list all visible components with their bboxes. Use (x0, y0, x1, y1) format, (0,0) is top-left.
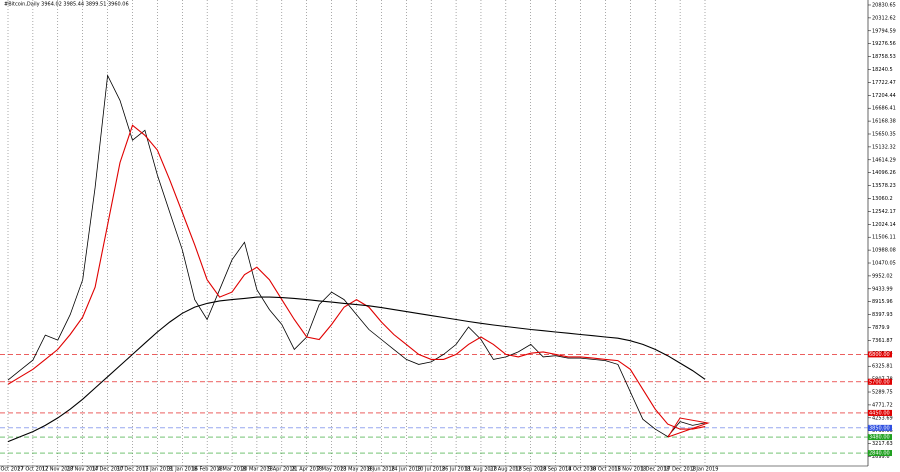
y-tick-label: 8397.93 (872, 312, 893, 318)
level-tag (868, 434, 892, 441)
series-line (7, 296, 706, 443)
x-tick-label: 14 Dec 2017 (92, 467, 124, 472)
x-tick-label: 12 Sep 2018 (515, 467, 547, 472)
level-label: 6800.00 (869, 352, 890, 358)
x-tick-label: 20 Mar 2018 (241, 467, 273, 472)
y-tick-label: 10470.05 (872, 261, 896, 267)
series-line (7, 74, 706, 438)
x-tick-label: 12 Nov 2017 (42, 467, 74, 472)
level-label: 3480.00 (869, 435, 890, 441)
level-label: 2840.00 (869, 451, 890, 457)
y-tick-label: 14096.26 (872, 170, 896, 176)
x-tick-label: 28 Sep 2018 (540, 467, 572, 472)
pennant (667, 417, 710, 438)
y-tick-label: 4771.72 (872, 402, 893, 408)
y-tick-label: 18240.5 (872, 67, 893, 73)
y-tick-label: 20312.62 (872, 15, 896, 21)
y-tick-label: 7879.9 (872, 325, 890, 331)
y-tick-label: 9433.99 (872, 286, 893, 292)
x-tick-label: 15 Jan 2018 (142, 467, 172, 472)
chart-title: #Bitcoin,Daily 3964.02 3985.44 3899.51 3… (4, 2, 129, 8)
y-tick-label: 15650.35 (872, 131, 896, 137)
x-tick-label: 7 May 2018 (317, 467, 346, 472)
y-tick-label: 14614.29 (872, 157, 896, 163)
x-tick-label: 31 Jan 2018 (167, 467, 197, 472)
y-tick-label: 19276.56 (872, 41, 896, 47)
x-tick-label: 27 Oct 2017 (17, 467, 48, 472)
y-tick-label: 16686.41 (872, 106, 896, 112)
level-label: 3850.00 (869, 425, 890, 431)
x-tick-label: 5 Apr 2018 (268, 467, 296, 472)
x-tick-label: 23 May 2018 (340, 467, 373, 472)
level-tag (868, 409, 892, 416)
x-tick-label: 11 Aug 2018 (465, 467, 497, 472)
x-tick-label: 17 Dec 2018 (664, 467, 696, 472)
x-tick-label: 1 Dec 2018 (641, 467, 670, 472)
y-tick-label: 3217.63 (872, 441, 893, 447)
y-tick-label: 6325.81 (872, 364, 893, 370)
x-tick-label: 28 Nov 2017 (67, 467, 99, 472)
y-tick-label: 8915.96 (872, 299, 893, 305)
x-tick-label: 2 Jan 2019 (692, 467, 719, 472)
level-label: 5700.00 (869, 379, 890, 385)
x-tick-label: 30 Oct 2018 (590, 467, 621, 472)
y-tick-label: 2699.6 (872, 454, 890, 460)
y-tick-label: 16168.38 (872, 119, 896, 125)
y-tick-label: 17722.47 (872, 80, 896, 86)
y-tick-label: 19794.59 (872, 28, 896, 34)
x-tick-label: 21 Apr 2018 (291, 467, 322, 472)
y-tick-label: 15132.32 (872, 144, 896, 150)
x-tick-label: 10 Jul 2018 (417, 467, 445, 472)
y-tick-label: 9952.02 (872, 273, 893, 279)
x-tick-label: 4 Mar 2018 (218, 467, 247, 472)
y-tick-label: 18758.53 (872, 54, 896, 60)
level-tag (868, 424, 892, 431)
y-tick-label: 5289.75 (872, 390, 893, 396)
y-tick-label: 10988.08 (872, 248, 896, 254)
y-tick-label: 11506.11 (872, 235, 896, 241)
y-tick-label: 17204.44 (872, 93, 896, 99)
level-tag (868, 378, 892, 385)
x-tick-label: 27 Aug 2018 (490, 467, 522, 472)
y-tick-label: 13578.23 (872, 183, 896, 189)
y-tick-label: 20830.65 (872, 2, 896, 8)
x-tick-label: 16 Feb 2018 (192, 467, 223, 472)
x-tick-label: 11 Oct 2017 (0, 467, 23, 472)
level-tag (868, 351, 892, 358)
y-tick-label: 12024.14 (872, 222, 896, 228)
y-tick-label: 4253.69 (872, 415, 893, 421)
y-tick-label: 3735.66 (872, 428, 893, 434)
x-tick-label: 15 Nov 2018 (614, 467, 646, 472)
level-label: 4450.00 (869, 410, 890, 416)
x-tick-label: 24 Jun 2018 (391, 467, 421, 472)
level-tag (868, 450, 892, 457)
y-tick-label: 12542.17 (872, 209, 896, 215)
y-tick-label: 13060.2 (872, 196, 893, 202)
y-tick-label: 7361.87 (872, 338, 893, 344)
x-tick-label: 26 Jul 2018 (442, 467, 470, 472)
x-tick-label: 30 Dec 2017 (116, 467, 148, 472)
x-tick-label: 14 Oct 2018 (565, 467, 596, 472)
series-line (7, 124, 706, 430)
x-tick-label: 8 Jun 2018 (368, 467, 395, 472)
